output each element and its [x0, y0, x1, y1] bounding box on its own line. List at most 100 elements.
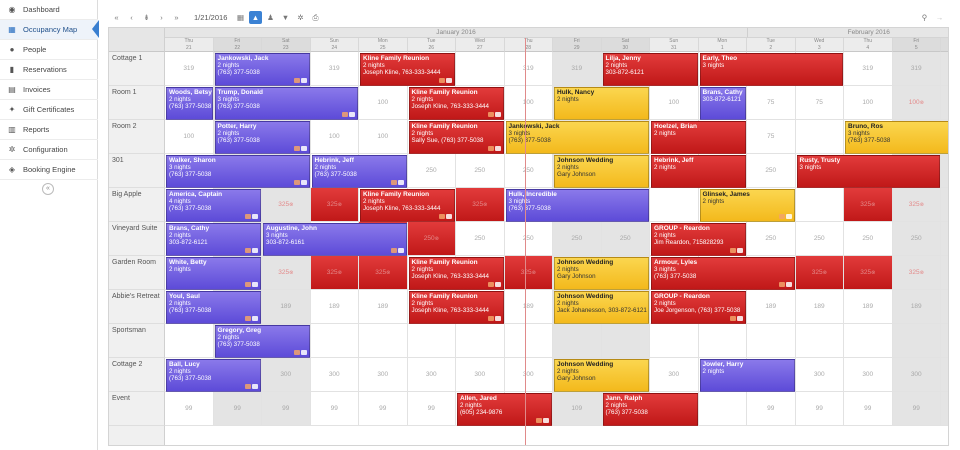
- grid-cell[interactable]: [359, 324, 408, 358]
- sidebar-item-gift-certificates[interactable]: ✦ Gift Certificates: [0, 100, 98, 120]
- grid-cell[interactable]: [456, 52, 505, 86]
- booking-block[interactable]: Brans, Cathy 303-872-6121: [699, 87, 746, 120]
- grid-cell[interactable]: 250: [553, 222, 602, 256]
- grid-cell[interactable]: [650, 324, 699, 358]
- grid-cell[interactable]: 250: [504, 222, 553, 256]
- grid-cell[interactable]: 250: [747, 154, 796, 188]
- grid-cell[interactable]: [941, 52, 948, 86]
- settings-button[interactable]: ✲: [297, 13, 304, 22]
- grid-cell[interactable]: 319: [165, 52, 214, 86]
- grid-cell[interactable]: [795, 324, 844, 358]
- grid-cell[interactable]: 189: [844, 290, 893, 324]
- grid-cell[interactable]: [795, 120, 844, 154]
- grid-cell[interactable]: 300: [262, 358, 311, 392]
- grid-cell[interactable]: 325⊗: [262, 188, 311, 222]
- grid-cell[interactable]: 300: [844, 358, 893, 392]
- booking-block[interactable]: Rusty, Trusty 3 nights: [796, 155, 940, 188]
- booking-block[interactable]: Trump, Donald 3 nights (763) 377-5038: [214, 87, 358, 120]
- grid-cell[interactable]: 100 ⊗: [892, 86, 941, 120]
- grid-cell[interactable]: 325⊗: [892, 256, 941, 290]
- grid-cell[interactable]: 325⊗: [844, 188, 893, 222]
- grid-cell[interactable]: [698, 392, 747, 426]
- grid-cell[interactable]: 250: [747, 222, 796, 256]
- grid-cell[interactable]: [747, 324, 796, 358]
- grid-cell[interactable]: 209: [941, 290, 948, 324]
- booking-block[interactable]: Kline Family Reunion 2 nights Joseph Kline…: [408, 87, 504, 120]
- pin-button[interactable]: ⇟: [143, 13, 150, 22]
- grid-cell[interactable]: 99: [310, 392, 359, 426]
- booking-block[interactable]: Hulk, Incredible 3 nights (763) 377-5038: [505, 189, 649, 222]
- grid-cell[interactable]: [795, 188, 844, 222]
- booking-block[interactable]: Allen, Jared 2 nights (605) 234-9876: [457, 393, 552, 426]
- grid-cell[interactable]: 300: [310, 358, 359, 392]
- sidebar-item-people[interactable]: ● People: [0, 40, 98, 60]
- booking-block[interactable]: Augustine, John 3 nights 303-872-6161: [263, 223, 407, 256]
- grid-cell[interactable]: 100: [650, 86, 699, 120]
- sidebar-item-dashboard[interactable]: ◉ Dashboard: [0, 0, 98, 20]
- filter-button[interactable]: ▼: [281, 13, 290, 22]
- grid-cell[interactable]: 189: [892, 290, 941, 324]
- booking-block[interactable]: Johnson Wedding 2 nights Gary Johnson: [554, 155, 649, 188]
- grid-cell[interactable]: 300: [892, 358, 941, 392]
- booking-block[interactable]: Johnson Wedding 2 nights Jack Johanesson, …: [554, 291, 649, 324]
- collapse-sidebar-button[interactable]: «: [42, 183, 54, 195]
- grid-cell[interactable]: 300: [504, 358, 553, 392]
- booking-block[interactable]: Kline Family Reunion 2 nights Joseph Kline…: [360, 189, 455, 222]
- sidebar-item-booking-engine[interactable]: ◈ Booking Engine: [0, 160, 98, 180]
- booking-block[interactable]: Youl, Saul 2 nights (763) 377-5038: [166, 291, 261, 324]
- booking-block[interactable]: Jowler, Harry 2 nights: [699, 359, 795, 392]
- grid-cell[interactable]: 300: [456, 358, 505, 392]
- grid-cell[interactable]: 189: [262, 290, 311, 324]
- booking-block[interactable]: Brans, Cathy 2 nights 303-872-6121: [166, 223, 261, 256]
- booking-block[interactable]: Hulk, Nancy 2 nights: [554, 87, 649, 120]
- grid-cell[interactable]: 99: [262, 392, 311, 426]
- grid-cell[interactable]: 99: [747, 392, 796, 426]
- booking-block[interactable]: Jankowski, Jack 3 nights (763) 377-5038: [505, 121, 649, 154]
- grid-cell[interactable]: [553, 324, 602, 358]
- booking-block[interactable]: White, Betty 2 nights: [166, 257, 261, 290]
- grid-cell[interactable]: 250: [844, 222, 893, 256]
- booking-block[interactable]: America, Captain 4 nights (763) 377-5038: [166, 189, 261, 222]
- booking-block[interactable]: Armour, Lyles 3 nights (763) 377-5038: [651, 257, 795, 290]
- grid-cell[interactable]: 325⊗: [456, 188, 505, 222]
- booking-block[interactable]: Kline Family Reunion 2 nights Joseph Kline…: [408, 257, 504, 290]
- grid-cell[interactable]: 319: [892, 52, 941, 86]
- grid-cell[interactable]: 189: [310, 290, 359, 324]
- grid-cell[interactable]: 325⊗: [941, 188, 948, 222]
- grid-cell[interactable]: 250: [795, 222, 844, 256]
- booking-block[interactable]: Jann, Ralph 2 nights (763) 377-5038: [602, 393, 698, 426]
- grid-cell[interactable]: 325⊗: [892, 188, 941, 222]
- last-page-button[interactable]: »: [174, 13, 179, 22]
- grid-cell[interactable]: [698, 324, 747, 358]
- date-input[interactable]: 1/21/2016: [194, 13, 228, 22]
- booking-block[interactable]: Hebrink, Jeff 2 nights (763) 377-5038: [311, 155, 407, 188]
- grid-cell[interactable]: 250 ⊗: [407, 222, 456, 256]
- booking-block[interactable]: Kline Family Reunion 2 nights Joseph Kline…: [360, 53, 455, 86]
- booking-block[interactable]: GROUP - Reardon 2 nights Joe Jorgenson, (7…: [651, 291, 746, 324]
- grid-cell[interactable]: 189: [359, 290, 408, 324]
- booking-block[interactable]: Walker, Sharon 3 nights (763) 377-5038: [166, 155, 310, 188]
- grid-cell[interactable]: [892, 324, 941, 358]
- grid-cell[interactable]: 100: [504, 86, 553, 120]
- booking-block[interactable]: Woods, Betsy 2 nights (763) 377-5038: [166, 87, 213, 120]
- booking-block[interactable]: Early, Theo 3 nights: [699, 53, 843, 86]
- print-button[interactable]: ⎙: [312, 13, 319, 22]
- booking-block[interactable]: Ball, Lucy 2 nights (763) 377-5038: [166, 359, 261, 392]
- zoom-icon[interactable]: ⚲: [921, 13, 928, 22]
- grid-cell[interactable]: 325⊗: [359, 256, 408, 290]
- grid-cell[interactable]: 300: [941, 358, 948, 392]
- grid-cell[interactable]: 319: [504, 52, 553, 86]
- prev-button[interactable]: ‹: [130, 13, 133, 22]
- grid-cell[interactable]: 189: [504, 290, 553, 324]
- grid-cell[interactable]: [407, 324, 456, 358]
- first-page-button[interactable]: «: [114, 13, 119, 22]
- grid-cell[interactable]: [165, 324, 214, 358]
- grid-cell[interactable]: 100: [359, 86, 408, 120]
- grid-cell[interactable]: 99: [213, 392, 262, 426]
- sidebar-item-invoices[interactable]: ▤ Invoices: [0, 80, 98, 100]
- grid-cell[interactable]: 250: [504, 154, 553, 188]
- grid-cell[interactable]: 250: [456, 154, 505, 188]
- grid-cell[interactable]: 189: [747, 290, 796, 324]
- next-button[interactable]: ›: [160, 13, 163, 22]
- booking-block[interactable]: Kline Family Reunion 2 nights Sally Sue, (…: [408, 121, 504, 154]
